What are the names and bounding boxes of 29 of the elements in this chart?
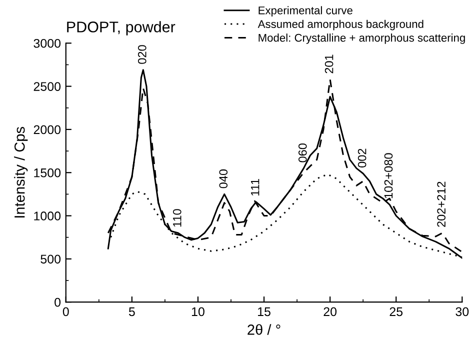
annotation: 020 [138,45,146,64]
x-tick-label: 10 [192,307,204,316]
annotation: 110 [172,209,182,227]
y-tick-label: 3000 [34,38,61,48]
legend-label: Experimental curve [258,6,352,17]
x-tick-label: 30 [456,307,469,316]
x-tick-label: 5 [128,307,135,316]
y-tick-label: 0 [54,298,61,307]
x-tick-label: 0 [62,307,69,316]
x-axis-title: 2θ / ° [248,324,280,335]
y-tick-label: 500 [40,254,61,264]
x-tick-label: 15 [258,307,270,316]
annotation: 111 [251,179,260,196]
annotation: 060 [298,144,307,162]
x-tick-label: 25 [390,307,403,316]
y-tick-label: 2500 [34,82,61,91]
annotation: 202+212 [437,182,446,227]
legend-label: Model: Crystalline + amorphous scattering [258,34,465,44]
x-tick-label: 20 [324,307,337,316]
chart-title: PDOPT, powder [67,21,176,36]
annotation: 201 [324,54,334,74]
annotation: 040 [219,169,228,188]
y-tick-label: 1500 [34,168,61,178]
y-axis-title: Intensity / Cps [14,126,28,218]
legend-label: Assumed amorphous background [258,20,424,30]
y-tick-label: 1000 [34,212,61,220]
annotation: 102+080 [384,153,393,198]
y-tick-label: 2000 [34,125,61,134]
annotation: 002 [358,148,366,168]
